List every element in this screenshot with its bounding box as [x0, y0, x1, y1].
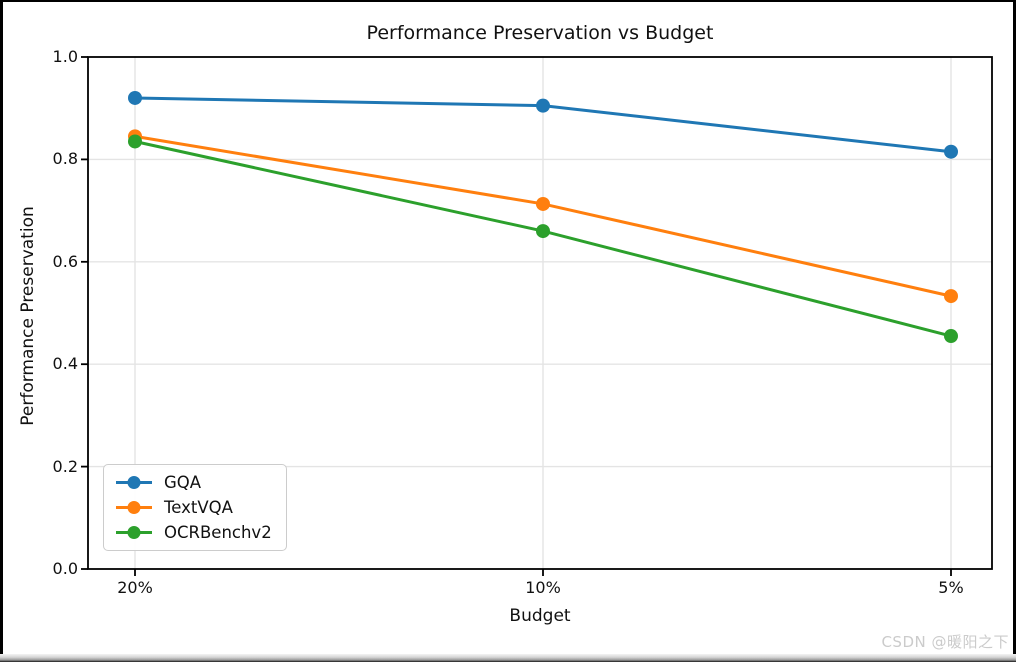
window-bottom-edge	[0, 654, 1016, 662]
legend-marker-icon	[116, 476, 152, 489]
data-point-ocrbenchv2	[536, 224, 550, 239]
legend-item-gqa: GQA	[115, 473, 272, 492]
legend-item-textvqa: TextVQA	[115, 498, 272, 517]
legend-label: OCRBenchv2	[164, 523, 272, 542]
axes-spines	[87, 56, 993, 570]
data-point-textvqa	[944, 289, 958, 304]
legend-marker-icon	[116, 501, 152, 514]
x-tick-label: 5%	[938, 578, 964, 597]
y-tick-label: 0.4	[52, 354, 78, 374]
legend-label: TextVQA	[164, 498, 233, 517]
y-axis-label: Performance Preservation	[18, 206, 38, 426]
data-point-ocrbenchv2	[944, 329, 958, 344]
data-point-gqa	[944, 144, 958, 159]
legend-marker-icon	[116, 526, 152, 539]
y-tick-label: 0.2	[52, 456, 78, 476]
y-tick-label: 1.0	[52, 47, 78, 66]
y-tick-label: 0.6	[52, 251, 78, 271]
y-tick-label: 0.0	[52, 559, 78, 578]
window-border-left	[0, 0, 3, 662]
x-tick-label: 20%	[117, 578, 153, 597]
chart-title: Performance Preservation vs Budget	[366, 22, 714, 44]
y-tick-label: 0.8	[52, 149, 78, 169]
watermark: CSDN @暖阳之下	[881, 633, 1009, 651]
x-axis-label: Budget	[509, 606, 571, 626]
data-point-textvqa	[536, 196, 550, 211]
legend-item-ocrbenchv2: OCRBenchv2	[115, 523, 272, 542]
data-point-ocrbenchv2	[128, 134, 142, 149]
data-point-gqa	[128, 90, 142, 105]
legend: GQA TextVQA OCRBenchv2	[103, 464, 287, 551]
window-border-right	[1013, 0, 1016, 662]
data-point-gqa	[536, 98, 550, 113]
window-border-top	[0, 0, 1016, 2]
legend-label: GQA	[164, 473, 202, 492]
x-tick-label: 10%	[525, 578, 561, 597]
